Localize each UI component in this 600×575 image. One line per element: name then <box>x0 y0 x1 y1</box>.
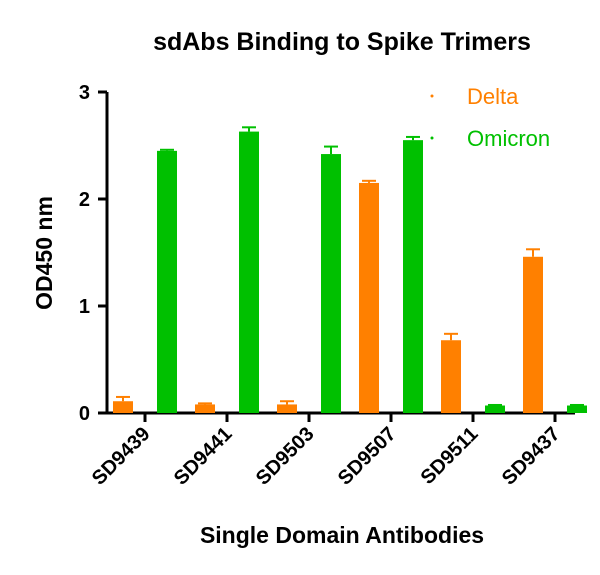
x-tick-label: SD9507 <box>334 423 401 490</box>
bar-delta <box>113 401 133 413</box>
bar-delta <box>195 404 215 413</box>
y-axis-ticks: 0 1 2 3 <box>79 82 107 425</box>
bar-omicron <box>567 405 587 413</box>
y-tick-label: 2 <box>79 189 90 211</box>
bar-delta <box>277 404 297 413</box>
x-axis-ticks: SD9439 SD9441 SD9503 SD9507 SD9511 SD9437 <box>88 413 565 490</box>
legend-marker-delta <box>430 94 434 98</box>
bar-omicron <box>485 405 505 413</box>
bar-delta <box>523 256 543 413</box>
x-tick-label: SD9503 <box>252 423 319 490</box>
legend-label-delta: Delta <box>467 84 519 109</box>
bar-omicron <box>239 131 259 413</box>
y-axis-title: OD450 nm <box>31 196 57 310</box>
bar-omicron <box>157 150 177 413</box>
x-tick-label: SD9511 <box>417 423 483 489</box>
y-tick-label: 1 <box>79 296 90 318</box>
bar-delta <box>359 182 379 413</box>
y-tick-label: 0 <box>79 403 90 425</box>
legend-label-omicron: Omicron <box>467 126 550 151</box>
bar-omicron <box>321 154 341 413</box>
x-tick-label: SD9439 <box>88 423 155 490</box>
x-axis-title: Single Domain Antibodies <box>200 522 484 548</box>
bar-delta <box>441 340 461 413</box>
chart-title: sdAbs Binding to Spike Trimers <box>153 28 531 56</box>
legend: Delta Omicron <box>430 84 550 151</box>
legend-marker-omicron <box>430 136 434 140</box>
bars-group <box>113 126 587 413</box>
x-tick-label: SD9441 <box>170 423 237 490</box>
y-tick-label: 3 <box>79 82 90 104</box>
x-tick-label: SD9437 <box>498 423 565 490</box>
bar-omicron <box>403 140 423 413</box>
